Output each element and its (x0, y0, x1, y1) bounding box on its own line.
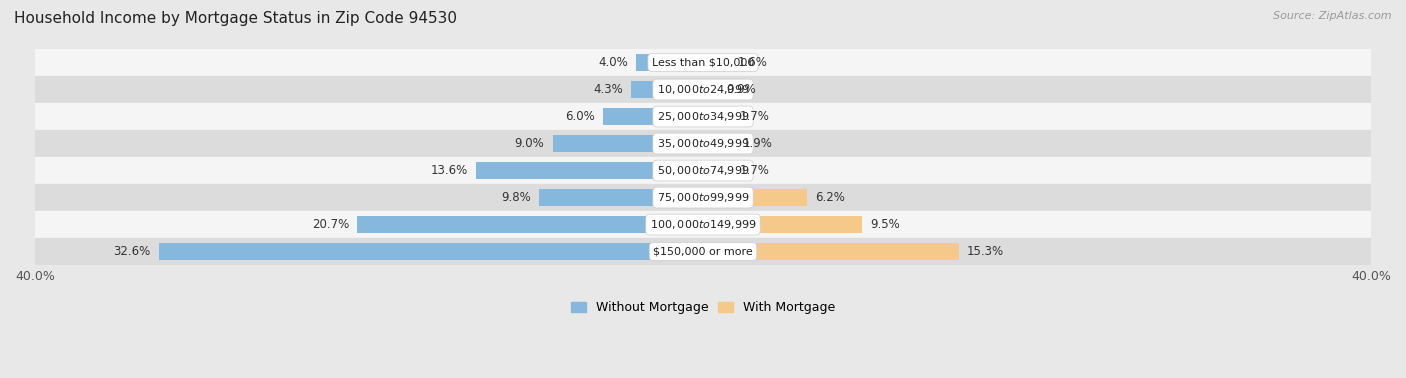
Legend: Without Mortgage, With Mortgage: Without Mortgage, With Mortgage (565, 296, 841, 319)
Text: Source: ZipAtlas.com: Source: ZipAtlas.com (1274, 11, 1392, 21)
Text: 4.3%: 4.3% (593, 83, 623, 96)
Bar (703, 81, 718, 98)
Text: 1.6%: 1.6% (738, 56, 768, 69)
Bar (703, 189, 807, 206)
Bar (159, 243, 703, 260)
Bar (603, 108, 703, 125)
Bar (636, 54, 703, 71)
Text: 13.6%: 13.6% (430, 164, 468, 177)
Text: Household Income by Mortgage Status in Zip Code 94530: Household Income by Mortgage Status in Z… (14, 11, 457, 26)
Bar (35, 76, 1371, 103)
Text: 9.5%: 9.5% (870, 218, 900, 231)
Text: 6.2%: 6.2% (815, 191, 845, 204)
Text: $75,000 to $99,999: $75,000 to $99,999 (657, 191, 749, 204)
Bar (703, 108, 731, 125)
Text: $100,000 to $149,999: $100,000 to $149,999 (650, 218, 756, 231)
Text: 4.0%: 4.0% (598, 56, 628, 69)
Bar (703, 243, 959, 260)
Bar (35, 184, 1371, 211)
Text: Less than $10,000: Less than $10,000 (652, 57, 754, 68)
Bar (475, 162, 703, 179)
Text: $50,000 to $74,999: $50,000 to $74,999 (657, 164, 749, 177)
Bar (35, 211, 1371, 238)
Bar (35, 130, 1371, 157)
Text: $25,000 to $34,999: $25,000 to $34,999 (657, 110, 749, 123)
Bar (35, 103, 1371, 130)
Text: $150,000 or more: $150,000 or more (654, 246, 752, 257)
Bar (35, 49, 1371, 76)
Text: 6.0%: 6.0% (565, 110, 595, 123)
Text: 20.7%: 20.7% (312, 218, 349, 231)
Text: 32.6%: 32.6% (112, 245, 150, 258)
Bar (35, 157, 1371, 184)
Bar (703, 135, 735, 152)
Text: 1.7%: 1.7% (740, 110, 769, 123)
Text: 15.3%: 15.3% (967, 245, 1004, 258)
Bar (703, 162, 731, 179)
Text: 9.0%: 9.0% (515, 137, 544, 150)
Text: $35,000 to $49,999: $35,000 to $49,999 (657, 137, 749, 150)
Bar (631, 81, 703, 98)
Text: 0.9%: 0.9% (727, 83, 756, 96)
Bar (357, 216, 703, 233)
Bar (553, 135, 703, 152)
Text: 9.8%: 9.8% (501, 191, 531, 204)
Bar (35, 238, 1371, 265)
Text: 1.7%: 1.7% (740, 164, 769, 177)
Bar (703, 54, 730, 71)
Text: $10,000 to $24,999: $10,000 to $24,999 (657, 83, 749, 96)
Text: 1.9%: 1.9% (744, 137, 773, 150)
Bar (540, 189, 703, 206)
Bar (703, 216, 862, 233)
